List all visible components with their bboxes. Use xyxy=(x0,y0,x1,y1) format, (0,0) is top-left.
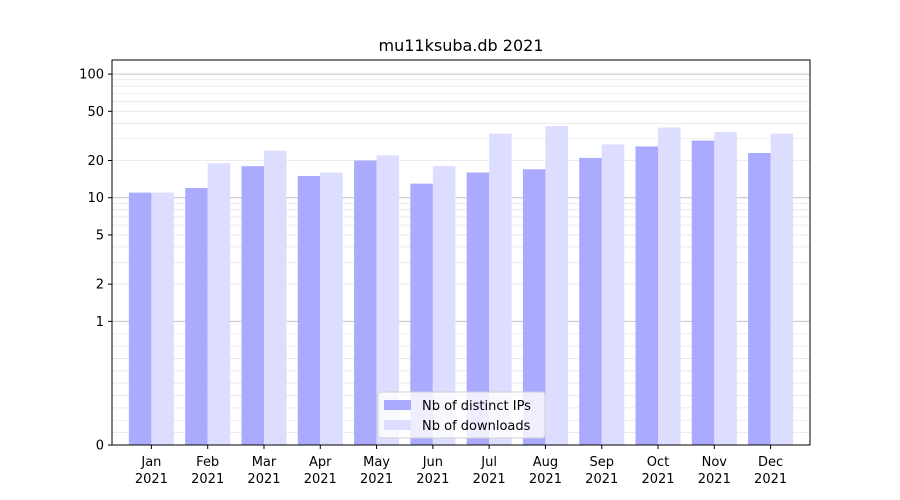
y-tick-label: 5 xyxy=(96,228,104,243)
legend-swatch xyxy=(384,420,411,430)
bar-downloads-mar xyxy=(263,150,287,445)
bar-ips-mar xyxy=(241,166,264,445)
x-tick-label-year: 2021 xyxy=(191,472,224,487)
x-tick-label-year: 2021 xyxy=(135,472,168,487)
bar-ips-dec xyxy=(748,153,771,445)
y-tick-label: 50 xyxy=(87,105,104,120)
bar-ips-jul xyxy=(466,172,490,446)
x-tick-label-month: Jun xyxy=(422,455,443,470)
x-tick-label-month: Apr xyxy=(309,455,332,470)
bar-downloads-nov xyxy=(714,132,737,446)
bar-downloads-apr xyxy=(320,172,343,446)
x-tick-label-year: 2021 xyxy=(247,472,280,487)
x-tick-label-month: Dec xyxy=(758,455,783,470)
x-tick-label-month: Sep xyxy=(589,455,614,470)
x-tick-label-month: Nov xyxy=(702,455,728,470)
bar-downloads-feb xyxy=(207,163,231,445)
bar-ips-jan xyxy=(128,192,152,445)
x-tick-label-year: 2021 xyxy=(416,472,449,487)
y-tick-label: 2 xyxy=(96,278,104,293)
x-tick-label-year: 2021 xyxy=(585,472,618,487)
bar-downloads-jun xyxy=(432,166,456,445)
y-axis: 0 1 2 5 10 20 50 100 xyxy=(79,68,112,454)
x-tick-label-month: Aug xyxy=(533,455,558,470)
x-tick-label-year: 2021 xyxy=(698,472,731,487)
x-tick-label-month: Mar xyxy=(252,455,277,470)
bar-ips-oct xyxy=(635,146,659,445)
bar-downloads-sep xyxy=(601,144,625,445)
bar-downloads-dec xyxy=(770,133,794,445)
legend-label: Nb of distinct IPs xyxy=(422,399,531,414)
legend-label: Nb of downloads xyxy=(422,419,531,434)
bar-downloads-may xyxy=(376,155,400,445)
chart-title: mu11ksuba.db 2021 xyxy=(379,36,544,55)
x-tick-label-year: 2021 xyxy=(360,472,393,487)
legend: Nb of distinct IPs Nb of downloads xyxy=(377,391,546,439)
x-tick-label-year: 2021 xyxy=(641,472,674,487)
x-axis: Jan 2021 Feb 2021 Mar 2021 Apr 2021 May 2021 Jun 20… xyxy=(135,445,787,487)
bar-downloads-oct xyxy=(658,127,681,446)
x-tick-label-year: 2021 xyxy=(754,472,787,487)
bar-ips-apr xyxy=(297,175,321,445)
bar-ips-aug xyxy=(522,169,546,445)
bars xyxy=(128,126,794,446)
bar-downloads-jul xyxy=(489,133,512,445)
bar-downloads-aug xyxy=(545,126,568,445)
legend-swatch xyxy=(384,400,411,410)
x-tick-label-month: Feb xyxy=(196,455,219,470)
bar-downloads-jan xyxy=(151,192,174,445)
y-tick-label: 20 xyxy=(87,154,104,169)
legend-box xyxy=(377,391,546,439)
x-tick-label-year: 2021 xyxy=(529,472,562,487)
x-tick-label-month: Oct xyxy=(647,455,669,470)
y-tick-label: 10 xyxy=(87,191,104,206)
x-tick-label-month: Jan xyxy=(140,455,161,470)
x-tick-label-year: 2021 xyxy=(473,472,506,487)
bar-ips-nov xyxy=(691,140,715,445)
x-tick-label-month: May xyxy=(363,455,390,470)
y-tick-label: 100 xyxy=(79,68,104,83)
x-tick-label-month: Jul xyxy=(480,455,497,470)
x-tick-label-year: 2021 xyxy=(304,472,337,487)
bar-ips-sep xyxy=(579,157,602,446)
y-tick-label: 0 xyxy=(96,439,104,454)
bar-ips-feb xyxy=(185,187,208,445)
bar-ips-jun xyxy=(410,183,433,445)
bar-ips-may xyxy=(354,160,377,445)
y-tick-label: 1 xyxy=(96,315,104,330)
plot-frame xyxy=(111,59,811,446)
